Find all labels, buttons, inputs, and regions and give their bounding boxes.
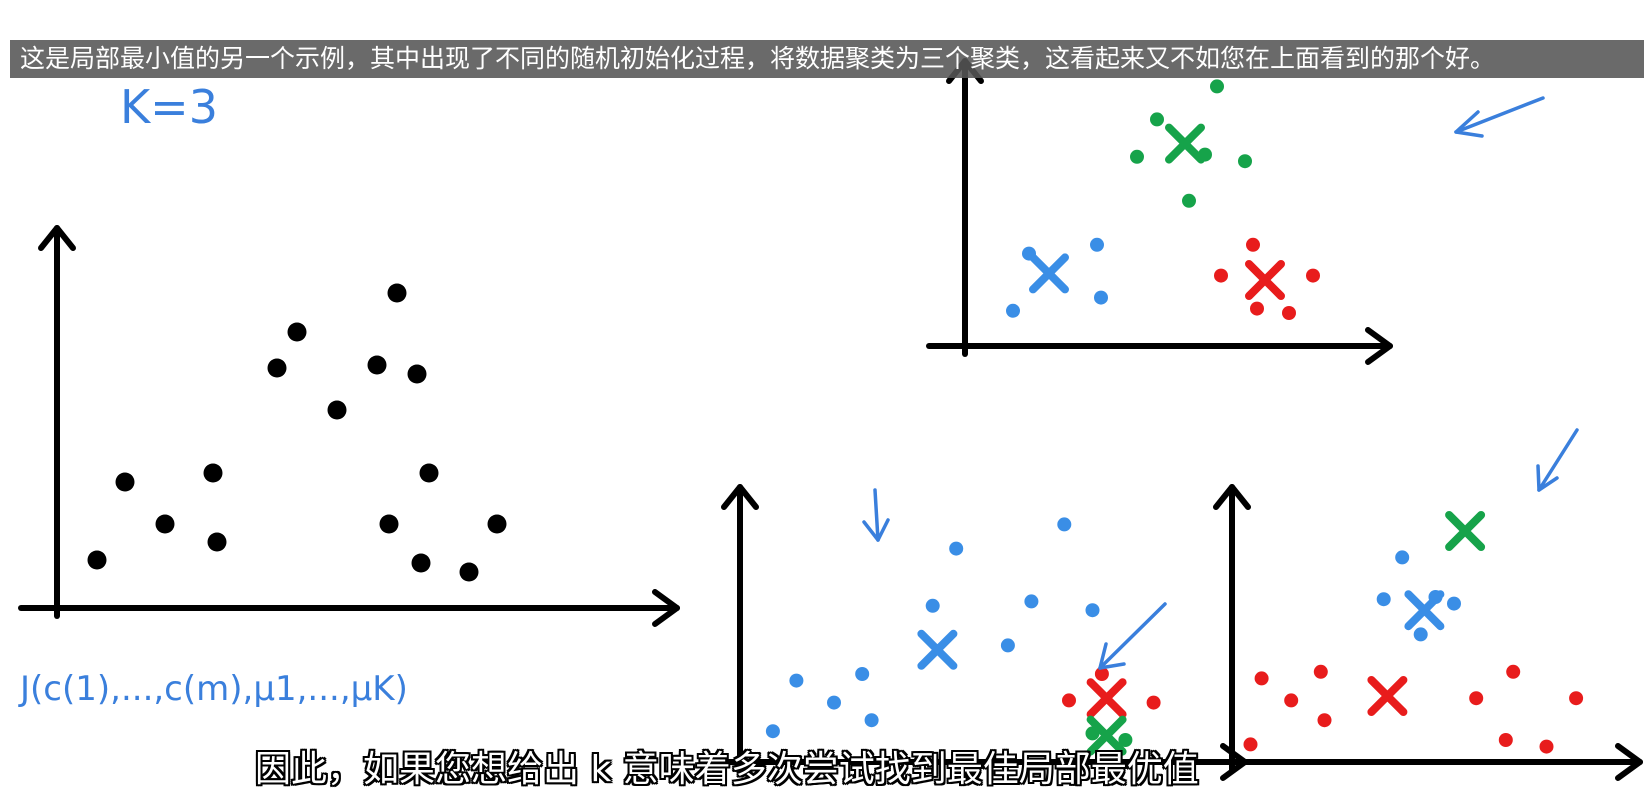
- bad-clustering-1-marks: [765, 517, 1161, 756]
- bad-clustering-1-y-arrowhead: [721, 484, 759, 510]
- bad-clustering-2-axes: [1193, 484, 1643, 781]
- data-point-blue: [1006, 303, 1020, 318]
- centroid-red: [1086, 678, 1127, 719]
- data-point-black: [367, 355, 387, 375]
- good-clustering-x-arrowhead: [1365, 327, 1393, 365]
- annotation-arrows: [862, 96, 1579, 670]
- data-point-red: [1506, 664, 1521, 679]
- centroid-blue: [917, 629, 958, 670]
- unlabeled-axes: [18, 225, 680, 627]
- data-point-blue: [925, 598, 940, 613]
- data-point-red: [1539, 739, 1554, 754]
- data-point-blue: [1090, 237, 1104, 252]
- data-point-red: [1214, 268, 1228, 283]
- data-point-black: [459, 562, 479, 582]
- centroid-green: [1445, 511, 1486, 551]
- data-point-green: [1238, 154, 1252, 169]
- unlabeled-marks: [87, 283, 507, 582]
- data-point-black: [155, 514, 175, 534]
- data-point-blue: [1000, 638, 1015, 653]
- data-point-black: [487, 514, 507, 534]
- centroid-blue: [1029, 253, 1069, 294]
- arrow-annotation-good: [1454, 96, 1545, 138]
- data-point-red: [1246, 237, 1260, 252]
- data-point-red: [1498, 733, 1513, 747]
- centroid-blue: [1404, 590, 1445, 631]
- data-point-red: [1284, 693, 1299, 708]
- data-point-blue: [827, 695, 841, 710]
- data-point-red: [1094, 667, 1109, 681]
- data-point-blue: [789, 673, 804, 688]
- arrow-annotation-green: [1536, 428, 1579, 492]
- data-point-black: [267, 358, 287, 378]
- data-point-blue: [765, 724, 780, 739]
- k-label: K=3: [120, 80, 218, 134]
- bad-clustering-2-y-arrowhead: [1213, 484, 1251, 510]
- data-point-blue: [1085, 603, 1100, 618]
- data-point-red: [1282, 306, 1296, 320]
- centroid-red: [1245, 260, 1285, 300]
- marks-layer: [87, 79, 1584, 756]
- data-point-black: [327, 400, 347, 420]
- data-point-red: [1254, 671, 1269, 686]
- data-point-red: [1243, 737, 1258, 752]
- data-point-blue: [864, 713, 879, 728]
- data-point-black: [419, 463, 439, 483]
- data-point-blue: [1057, 517, 1072, 532]
- subtitle-bottom: 因此，如果您想给出 k 意味着多次尝试找到最佳局部最优值: [255, 749, 1199, 790]
- data-point-green: [1210, 79, 1224, 94]
- data-point-red: [1569, 691, 1584, 706]
- unlabeled-x-arrowhead: [652, 589, 680, 627]
- bad-clustering-2-marks: [1243, 511, 1584, 754]
- data-point-red: [1306, 268, 1320, 283]
- data-point-red: [1469, 691, 1484, 706]
- data-point-black: [87, 550, 107, 570]
- data-point-black: [387, 283, 407, 303]
- subtitle-top: 这是局部最小值的另一个示例，其中出现了不同的随机初始化过程，将数据聚类为三个聚类…: [10, 40, 1644, 78]
- data-point-blue: [1024, 594, 1039, 609]
- data-point-red: [1250, 301, 1264, 316]
- centroid-green: [1086, 715, 1127, 756]
- bad-clustering-1-axes: [701, 484, 1248, 781]
- data-point-blue: [1376, 592, 1391, 607]
- data-point-blue: [949, 541, 964, 556]
- data-point-green: [1150, 112, 1164, 127]
- data-point-green: [1182, 193, 1196, 208]
- data-point-blue: [1447, 596, 1461, 611]
- data-point-black: [203, 463, 223, 483]
- data-point-blue: [1413, 627, 1428, 642]
- centroid-red: [1367, 676, 1408, 716]
- data-point-red: [1146, 695, 1161, 710]
- data-point-green: [1130, 149, 1144, 164]
- data-point-red: [1313, 664, 1328, 679]
- data-point-red: [1317, 713, 1332, 728]
- unlabeled-y-arrowhead: [38, 225, 76, 251]
- data-point-blue: [1395, 550, 1410, 565]
- good-clustering-axes: [926, 58, 1393, 365]
- centroid-green: [1165, 123, 1205, 164]
- data-point-black: [115, 472, 135, 492]
- data-point-blue: [1094, 290, 1108, 305]
- data-point-black: [407, 364, 427, 384]
- data-point-black: [207, 532, 227, 552]
- data-point-black: [411, 553, 431, 573]
- arrow-annotation-down: [862, 488, 890, 542]
- cost-function-label: J(c(1),...,c(m),μ1,...,μK): [18, 669, 408, 709]
- data-point-black: [379, 514, 399, 534]
- data-point-black: [287, 322, 307, 342]
- data-point-green: [1118, 733, 1133, 747]
- data-point-red: [1062, 693, 1076, 708]
- good-clustering-marks: [1006, 79, 1320, 320]
- arrow-annotation-red: [1098, 602, 1167, 670]
- bad-clustering-2-x-arrowhead: [1615, 743, 1643, 781]
- data-point-blue: [855, 667, 870, 681]
